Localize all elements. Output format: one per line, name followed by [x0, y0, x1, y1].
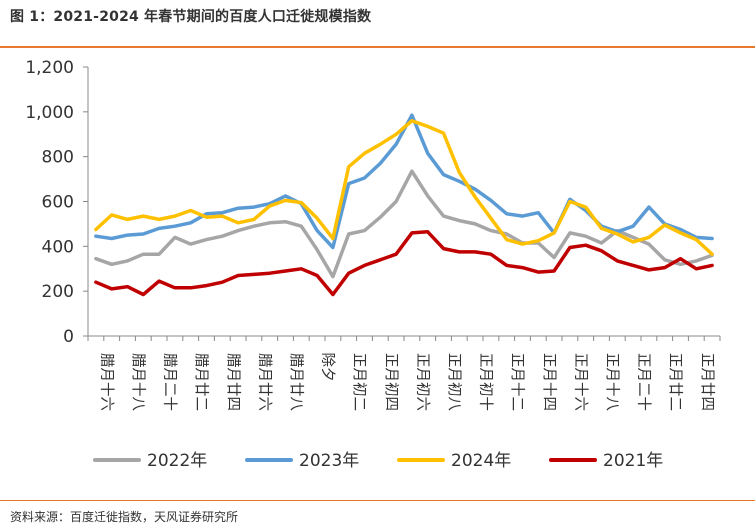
svg-text:正月十四: 正月十四: [540, 353, 557, 411]
x-axis: 腊月十六 腊月十八 腊月二十 腊月廿二 腊月廿四 腊月廿六 腊月廿八 除夕 正月初二 正月初四 正月…: [87, 335, 721, 411]
svg-text:正月十六: 正月十六: [572, 353, 589, 411]
legend-label: 2024年: [451, 451, 511, 471]
y-tick-label: 600: [42, 193, 74, 213]
legend-label: 2023年: [299, 451, 359, 471]
y-tick-label: 800: [42, 148, 74, 168]
series-line-2023年: [94, 113, 714, 250]
x-tick-label: 正月初四: [382, 353, 399, 411]
svg-text:腊月廿六: 腊月廿六: [256, 353, 273, 411]
x-tick-label: 腊月廿四: [224, 353, 241, 411]
x-tick-label: 正月廿二: [667, 353, 684, 411]
series-line-2021年: [94, 230, 714, 297]
x-tick-label: 腊月廿六: [256, 353, 273, 411]
x-tick-label: 正月二十: [635, 353, 652, 411]
x-tick-label: 除夕: [319, 353, 336, 382]
bottom-rule: [0, 500, 755, 501]
svg-text:腊月十八: 腊月十八: [130, 353, 147, 411]
svg-text:正月廿四: 正月廿四: [698, 353, 715, 411]
x-tick-label: 正月廿四: [698, 353, 715, 411]
legend-item: 2023年: [245, 451, 359, 471]
svg-text:腊月二十: 腊月二十: [161, 353, 178, 411]
x-tick-label: 腊月二十: [161, 353, 178, 411]
svg-text:腊月廿八: 腊月廿八: [288, 353, 305, 411]
x-tick-label: 腊月廿八: [288, 353, 305, 411]
x-tick-label: 正月十六: [572, 353, 589, 411]
svg-text:正月初十: 正月初十: [477, 353, 494, 411]
x-tick-label: 正月初十: [477, 353, 494, 411]
line-chart: 0 200 400 600 800 1,000 1,200 腊月十六 腊月十八 腊月二十 腊月廿二…: [25, 58, 721, 471]
x-tick-label: 正月十八: [604, 353, 621, 411]
figure-title: 图 1：2021-2024 年春节期间的百度人口迁徙规模指数: [10, 9, 372, 25]
legend-item: 2022年: [93, 451, 207, 471]
x-tick-label: 腊月廿二: [193, 353, 210, 411]
svg-text:正月初八: 正月初八: [446, 353, 463, 411]
svg-text:正月二十: 正月二十: [635, 353, 652, 411]
x-tick-label: 正月初八: [446, 353, 463, 411]
svg-text:腊月廿四: 腊月廿四: [224, 353, 241, 411]
series-line-2024年: [94, 119, 714, 256]
x-tick-label: 正月十四: [540, 353, 557, 411]
x-tick-label: 腊月十六: [98, 353, 115, 411]
x-tick-label: 腊月十八: [130, 353, 147, 411]
svg-text:腊月廿二: 腊月廿二: [193, 353, 210, 411]
y-tick-label: 1,000: [25, 103, 74, 123]
svg-text:正月廿二: 正月廿二: [667, 353, 684, 411]
legend-label: 2022年: [147, 451, 207, 471]
svg-text:腊月十六: 腊月十六: [98, 353, 115, 411]
y-tick-label: 1,200: [25, 58, 74, 78]
x-tick-label: 正月初二: [351, 353, 368, 411]
top-rule: [0, 46, 755, 48]
y-tick-label: 200: [42, 282, 74, 302]
y-tick-label: 0: [63, 327, 74, 347]
svg-text:正月初二: 正月初二: [351, 353, 368, 411]
svg-text:正月十八: 正月十八: [604, 353, 621, 411]
svg-text:正月十二: 正月十二: [509, 353, 526, 411]
legend-item: 2021年: [549, 451, 663, 471]
legend-item: 2024年: [397, 451, 511, 471]
svg-text:正月初六: 正月初六: [414, 353, 431, 411]
x-tick-label: 正月初六: [414, 353, 431, 411]
y-axis: 0 200 400 600 800 1,000 1,200: [25, 58, 89, 347]
series-line-2022年: [94, 169, 714, 279]
svg-text:除夕: 除夕: [319, 353, 336, 382]
source-note: 资料来源：百度迁徙指数，天风证券研究所: [10, 510, 239, 524]
y-tick-label: 400: [42, 237, 74, 257]
x-tick-label: 正月十二: [509, 353, 526, 411]
series-lines: [94, 113, 714, 297]
svg-text:正月初四: 正月初四: [382, 353, 399, 411]
legend-label: 2021年: [603, 451, 663, 471]
legend: 2022年 2023年 2024年 2021年: [93, 451, 663, 471]
